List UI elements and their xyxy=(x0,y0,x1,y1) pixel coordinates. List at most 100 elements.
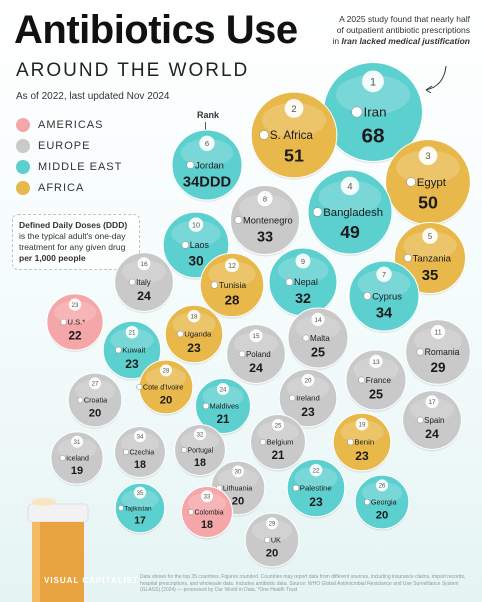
rank-number: 32 xyxy=(197,432,204,438)
flag-icon xyxy=(188,509,195,515)
bubble-circle xyxy=(250,414,306,470)
rank-badge xyxy=(340,176,360,196)
bubble-highlight xyxy=(361,481,403,504)
bubble-highlight xyxy=(121,489,159,510)
rank-number: 24 xyxy=(220,387,227,393)
rank-number: 25 xyxy=(275,423,282,429)
rank-number: 29 xyxy=(269,522,276,528)
value-label: 18 xyxy=(134,459,146,471)
rank-badge xyxy=(225,258,239,273)
country-name: Lithuania xyxy=(223,484,253,493)
bubble-highlight xyxy=(340,420,384,444)
bubble-tajikistan: 35 Tajikistan 17 xyxy=(114,482,166,535)
legend-item-europe: EUROPE xyxy=(16,139,90,153)
country-name: Portugal xyxy=(188,447,214,454)
value-label: 24 xyxy=(425,427,439,441)
bubble-circle xyxy=(164,304,224,364)
country-name: Palestine xyxy=(300,484,332,493)
rank-badge xyxy=(418,146,438,166)
rank-badge xyxy=(376,266,392,283)
bubble-circle xyxy=(307,169,393,255)
flag-icon xyxy=(259,438,267,446)
rank-badge xyxy=(137,257,151,271)
bubble-belgium: 25 Belgium 21 xyxy=(250,414,306,472)
rank-badge xyxy=(187,309,201,323)
bubble-circle xyxy=(286,458,346,518)
bubble-highlight xyxy=(294,466,338,490)
rank-badge xyxy=(89,377,101,390)
rank-number: 35 xyxy=(137,491,144,497)
value-label: 23 xyxy=(125,357,139,371)
flag-icon xyxy=(181,447,188,453)
flag-icon xyxy=(312,207,323,217)
legend-swatch-americas xyxy=(16,118,30,132)
value-label: 23 xyxy=(355,449,369,463)
rank-number: 26 xyxy=(379,484,386,490)
legend-label-africa: AFRICA xyxy=(38,182,85,194)
bubble-highlight xyxy=(74,379,116,402)
country-name: Nepal xyxy=(294,277,318,287)
legend-label-europe: EUROPE xyxy=(38,140,91,152)
country-name: Belgium xyxy=(267,438,294,447)
legend-label-americas: AMERICAS xyxy=(38,119,104,131)
rank-badge xyxy=(216,382,230,396)
rank-badge xyxy=(284,99,304,118)
legend-item-middle-east: MIDDLE EAST xyxy=(16,160,122,174)
rank-badge xyxy=(71,435,83,448)
country-name: Italy xyxy=(136,278,151,287)
country-name: Jordan xyxy=(195,160,224,171)
bubble-circle xyxy=(244,512,300,568)
country-name: S. Africa xyxy=(270,130,314,142)
pill-bottle-icon xyxy=(27,498,89,602)
rank-badge xyxy=(425,395,439,409)
rank-badge xyxy=(362,70,384,93)
rank-number: 6 xyxy=(205,139,209,148)
rank-number: 15 xyxy=(252,333,260,340)
flag-icon xyxy=(115,346,122,354)
bubble-spain: 17 Spain 24 xyxy=(402,390,462,452)
bubble-highlight xyxy=(261,102,327,138)
rank-number: 33 xyxy=(204,494,211,500)
bubble-circle xyxy=(114,482,166,534)
rank-badge xyxy=(199,135,215,152)
bubble-circle xyxy=(287,307,349,369)
flag-icon xyxy=(259,130,269,140)
rank-badge xyxy=(68,298,82,311)
rank-badge xyxy=(201,490,213,503)
page-subtitle: AROUND THE WORLD xyxy=(16,60,250,81)
flag-icon xyxy=(347,438,354,446)
value-label: 34 xyxy=(376,306,393,322)
country-name: Cyprus xyxy=(372,291,402,302)
rank-number: 7 xyxy=(382,270,386,279)
rank-number: 19 xyxy=(358,422,366,429)
rank-arrow xyxy=(205,122,206,136)
value-label: 20 xyxy=(266,548,279,560)
rank-number: 12 xyxy=(228,263,236,270)
legend-swatch-middle-east xyxy=(16,160,30,174)
bubble-circle xyxy=(250,91,338,179)
ddd-definition: Defined Daily Doses (DDD) is the typical… xyxy=(12,214,140,270)
bubble-tunisia: 12 Tunisia 28 xyxy=(199,252,265,319)
bubble-circle xyxy=(402,390,462,450)
bubble-bangladesh: 4 Bangladesh 49 xyxy=(307,169,393,256)
flag-icon xyxy=(59,455,66,461)
country-name: Romania xyxy=(425,347,460,357)
rank-badge xyxy=(376,479,388,492)
ddd-text: is the typical adult's one-day treatment… xyxy=(19,231,126,252)
bubble-circle xyxy=(199,252,265,318)
bubble-highlight xyxy=(413,327,463,354)
bubble-circle xyxy=(354,474,410,530)
value-label: 23 xyxy=(309,495,323,509)
bubble-highlight xyxy=(172,312,216,336)
as-of-date: As of 2022, last updated Nov 2024 xyxy=(16,91,170,102)
flag-icon xyxy=(177,330,184,338)
bubble-highlight xyxy=(208,261,256,287)
brand-logo: VISUAL CAPITALIST xyxy=(44,576,139,585)
value-label: 34DDD xyxy=(183,175,231,191)
bubble-circle xyxy=(278,368,338,428)
value-label: 20 xyxy=(376,510,389,522)
rank-number: 23 xyxy=(72,302,79,309)
ddd-term: Defined Daily Doses (DDD) xyxy=(19,220,128,230)
bubble-highlight xyxy=(353,357,399,382)
rank-number: 9 xyxy=(301,257,305,266)
